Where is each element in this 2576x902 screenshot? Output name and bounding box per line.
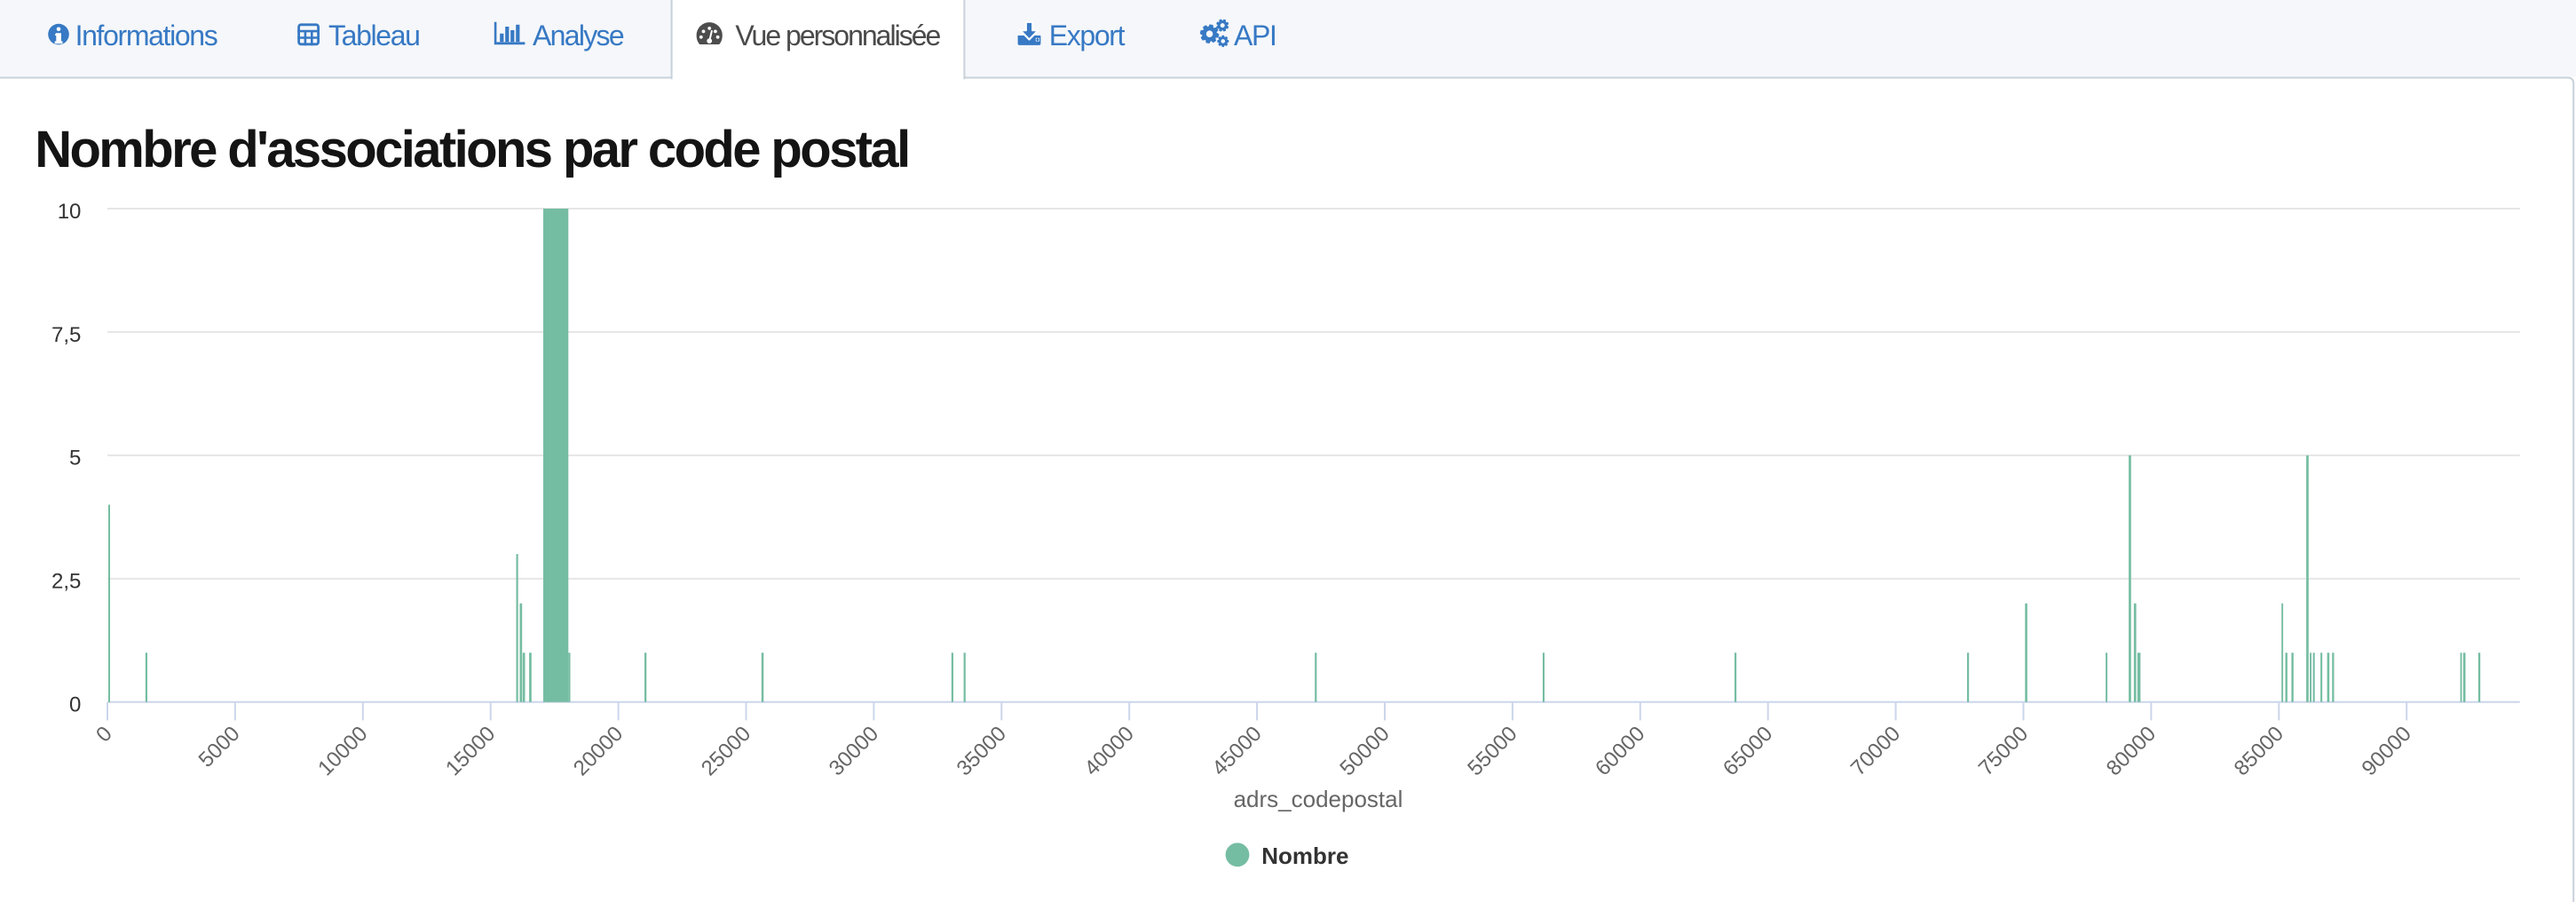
svg-text:0: 0 bbox=[69, 693, 81, 717]
svg-text:5: 5 bbox=[69, 447, 81, 471]
svg-text:2,5: 2,5 bbox=[51, 570, 81, 594]
svg-text:API: API bbox=[1234, 20, 1276, 51]
svg-text:Nombre: Nombre bbox=[1261, 843, 1348, 869]
svg-text:Export: Export bbox=[1049, 20, 1126, 51]
svg-text:Tableau: Tableau bbox=[328, 20, 420, 51]
svg-text:adrs_codepostal: adrs_codepostal bbox=[1234, 786, 1403, 812]
svg-text:10: 10 bbox=[58, 200, 82, 224]
svg-text:Vue personnalisée: Vue personnalisée bbox=[735, 20, 940, 51]
svg-text:Analyse: Analyse bbox=[533, 20, 624, 51]
svg-text:Nombre d'associations par code: Nombre d'associations par code postal bbox=[35, 121, 908, 178]
svg-text:Informations: Informations bbox=[75, 20, 217, 51]
svg-text:7,5: 7,5 bbox=[51, 323, 81, 347]
